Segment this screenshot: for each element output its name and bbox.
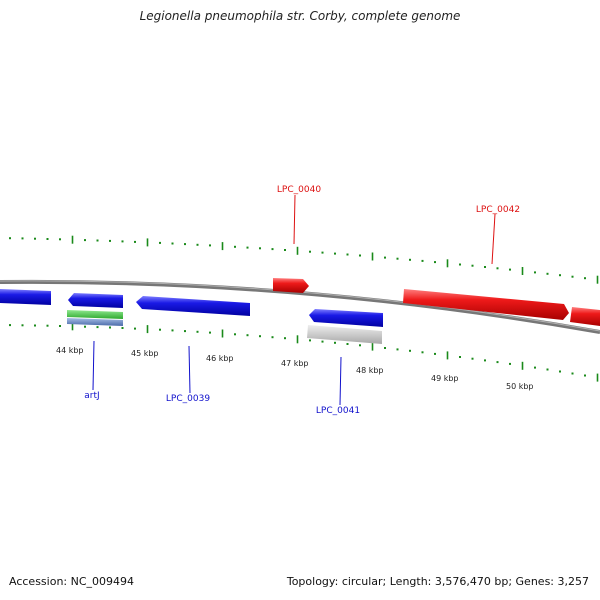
- feature-green-track[interactable]: [67, 310, 123, 319]
- label-LPC_0042[interactable]: LPC_0042: [476, 205, 520, 215]
- label-LPC_0039[interactable]: LPC_0039: [166, 394, 210, 404]
- leader-LPC_0041: [339, 356, 342, 406]
- genome-summary-text: Topology: circular; Length: 3,576,470 bp…: [286, 575, 589, 588]
- label-artJ[interactable]: artJ: [84, 391, 99, 401]
- scale-label-46kbp: 46 kbp: [206, 354, 234, 363]
- leader-LPC_0039: [188, 345, 191, 394]
- map-title: Legionella pneumophila str. Corby, compl…: [139, 9, 461, 23]
- scale-label-48kbp: 48 kbp: [356, 366, 384, 375]
- gene-reverse-edge[interactable]: [0, 289, 51, 305]
- leader-LPC_0042: [491, 213, 496, 265]
- leader-artJ: [92, 340, 95, 391]
- accession-text: Accession: NC_009494: [9, 575, 135, 588]
- label-LPC_0041[interactable]: LPC_0041: [316, 406, 360, 416]
- scale-labels: 44 kbp 45 kbp 46 kbp 47 kbp 48 kbp 49 kb…: [56, 346, 534, 391]
- scale-label-45kbp: 45 kbp: [131, 349, 159, 358]
- label-LPC_0040[interactable]: LPC_0040: [277, 185, 321, 195]
- lower-tick-row: [9, 322, 599, 382]
- leader-LPC_0040: [293, 194, 296, 245]
- gene-LPC_0041[interactable]: [309, 309, 383, 327]
- gene-artJ[interactable]: [68, 293, 123, 308]
- scale-label-47kbp: 47 kbp: [281, 359, 309, 368]
- gene-LPC_0042[interactable]: [403, 289, 569, 320]
- scale-label-49kbp: 49 kbp: [431, 374, 459, 383]
- scale-label-50kbp: 50 kbp: [506, 382, 534, 391]
- gene-LPC_0039[interactable]: [136, 296, 250, 316]
- scale-label-44kbp: 44 kbp: [56, 346, 84, 355]
- feature-steel-track[interactable]: [67, 318, 123, 326]
- gene-forward-edge[interactable]: [570, 307, 600, 326]
- feature-gray-track[interactable]: [307, 325, 382, 344]
- upper-tick-row: [9, 235, 599, 284]
- gene-LPC_0040[interactable]: [273, 278, 309, 293]
- genome-backbone: [0, 279, 600, 334]
